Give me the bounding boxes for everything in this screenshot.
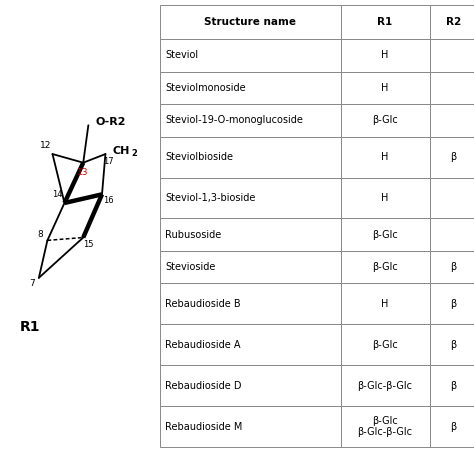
FancyBboxPatch shape — [429, 365, 474, 406]
FancyBboxPatch shape — [341, 324, 429, 365]
FancyBboxPatch shape — [429, 5, 474, 39]
FancyBboxPatch shape — [341, 219, 429, 251]
Text: Rubusoside: Rubusoside — [165, 230, 221, 240]
Text: H: H — [382, 193, 389, 203]
Text: β: β — [450, 299, 456, 309]
Text: β: β — [450, 340, 456, 350]
FancyBboxPatch shape — [160, 178, 341, 219]
Text: 17: 17 — [103, 157, 113, 166]
FancyBboxPatch shape — [341, 137, 429, 178]
Text: Steviol: Steviol — [165, 50, 199, 60]
Text: R1: R1 — [377, 17, 392, 27]
Text: 2: 2 — [131, 149, 137, 158]
Text: 7: 7 — [29, 279, 35, 288]
FancyBboxPatch shape — [160, 219, 341, 251]
FancyBboxPatch shape — [160, 5, 341, 39]
Text: 12: 12 — [40, 141, 51, 150]
Text: R2: R2 — [446, 17, 461, 27]
Text: β: β — [450, 381, 456, 391]
Text: CH: CH — [112, 146, 129, 156]
FancyBboxPatch shape — [160, 365, 341, 406]
Text: 15: 15 — [83, 240, 93, 249]
FancyBboxPatch shape — [341, 104, 429, 137]
Text: Steviol-19-O-monoglucoside: Steviol-19-O-monoglucoside — [165, 115, 303, 126]
Text: β-Glc
β-Glc-β-Glc: β-Glc β-Glc-β-Glc — [357, 416, 412, 438]
FancyBboxPatch shape — [160, 406, 341, 447]
Text: β-Glc-β-Glc: β-Glc-β-Glc — [357, 381, 412, 391]
FancyBboxPatch shape — [341, 406, 429, 447]
Text: Rebaudioside D: Rebaudioside D — [165, 381, 242, 391]
FancyBboxPatch shape — [341, 72, 429, 104]
FancyBboxPatch shape — [341, 5, 429, 39]
FancyBboxPatch shape — [341, 178, 429, 219]
FancyBboxPatch shape — [160, 137, 341, 178]
Text: β: β — [450, 421, 456, 431]
Text: β-Glc: β-Glc — [372, 340, 398, 350]
Text: Rebaudioside B: Rebaudioside B — [165, 299, 241, 309]
Text: 8: 8 — [38, 230, 44, 239]
FancyBboxPatch shape — [160, 39, 341, 72]
FancyBboxPatch shape — [341, 251, 429, 283]
FancyBboxPatch shape — [341, 39, 429, 72]
FancyBboxPatch shape — [429, 137, 474, 178]
FancyBboxPatch shape — [429, 251, 474, 283]
FancyBboxPatch shape — [429, 178, 474, 219]
Text: β: β — [450, 262, 456, 272]
Text: β-Glc: β-Glc — [372, 115, 398, 126]
Text: O-R2: O-R2 — [95, 118, 126, 128]
FancyBboxPatch shape — [429, 406, 474, 447]
Text: Stevioside: Stevioside — [165, 262, 216, 272]
Text: β-Glc: β-Glc — [372, 262, 398, 272]
Text: Rebaudioside M: Rebaudioside M — [165, 421, 243, 431]
FancyBboxPatch shape — [429, 219, 474, 251]
FancyBboxPatch shape — [429, 283, 474, 324]
Text: H: H — [382, 50, 389, 60]
Text: R1: R1 — [20, 320, 41, 334]
Text: 13: 13 — [77, 168, 88, 177]
FancyBboxPatch shape — [429, 72, 474, 104]
Text: Steviolmonoside: Steviolmonoside — [165, 83, 246, 93]
FancyBboxPatch shape — [160, 251, 341, 283]
Text: Steviolbioside: Steviolbioside — [165, 152, 233, 162]
Text: H: H — [382, 299, 389, 309]
FancyBboxPatch shape — [160, 283, 341, 324]
Text: H: H — [382, 83, 389, 93]
Text: β: β — [450, 152, 456, 162]
FancyBboxPatch shape — [429, 104, 474, 137]
FancyBboxPatch shape — [160, 72, 341, 104]
FancyBboxPatch shape — [160, 324, 341, 365]
FancyBboxPatch shape — [160, 104, 341, 137]
Text: 14: 14 — [53, 190, 63, 199]
FancyBboxPatch shape — [429, 39, 474, 72]
Text: 16: 16 — [103, 196, 114, 205]
FancyBboxPatch shape — [341, 365, 429, 406]
FancyBboxPatch shape — [429, 324, 474, 365]
FancyBboxPatch shape — [341, 283, 429, 324]
Text: H: H — [382, 152, 389, 162]
Text: Rebaudioside A: Rebaudioside A — [165, 340, 241, 350]
Text: β-Glc: β-Glc — [372, 230, 398, 240]
Text: Structure name: Structure name — [204, 17, 296, 27]
Text: Steviol-1,3-bioside: Steviol-1,3-bioside — [165, 193, 255, 203]
